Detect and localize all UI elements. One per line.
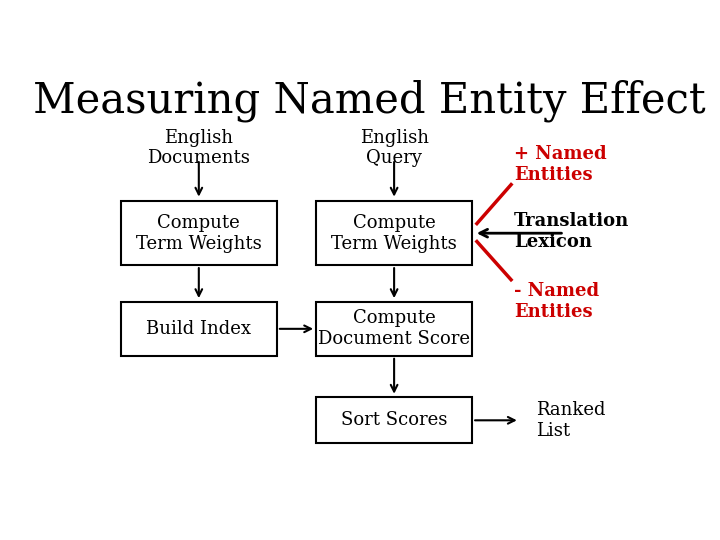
Bar [316,302,472,356]
Text: Sort Scores: Sort Scores [341,411,447,429]
Text: - Named
Entities: - Named Entities [514,282,599,321]
Text: Compute
Document Score: Compute Document Score [318,309,470,348]
Text: English
Query: English Query [359,129,428,167]
Bar [121,302,277,356]
Bar [121,201,277,266]
Text: Ranked
List: Ranked List [536,401,606,440]
Text: English
Documents: English Documents [148,129,251,167]
Bar [316,397,472,443]
Text: Translation
Lexicon: Translation Lexicon [514,212,629,251]
Text: Compute
Term Weights: Compute Term Weights [331,214,457,253]
Text: Measuring Named Entity Effect: Measuring Named Entity Effect [32,79,706,122]
Text: Compute
Term Weights: Compute Term Weights [136,214,261,253]
Text: Build Index: Build Index [146,320,251,338]
Bar [316,201,472,266]
Text: + Named
Entities: + Named Entities [514,145,607,184]
